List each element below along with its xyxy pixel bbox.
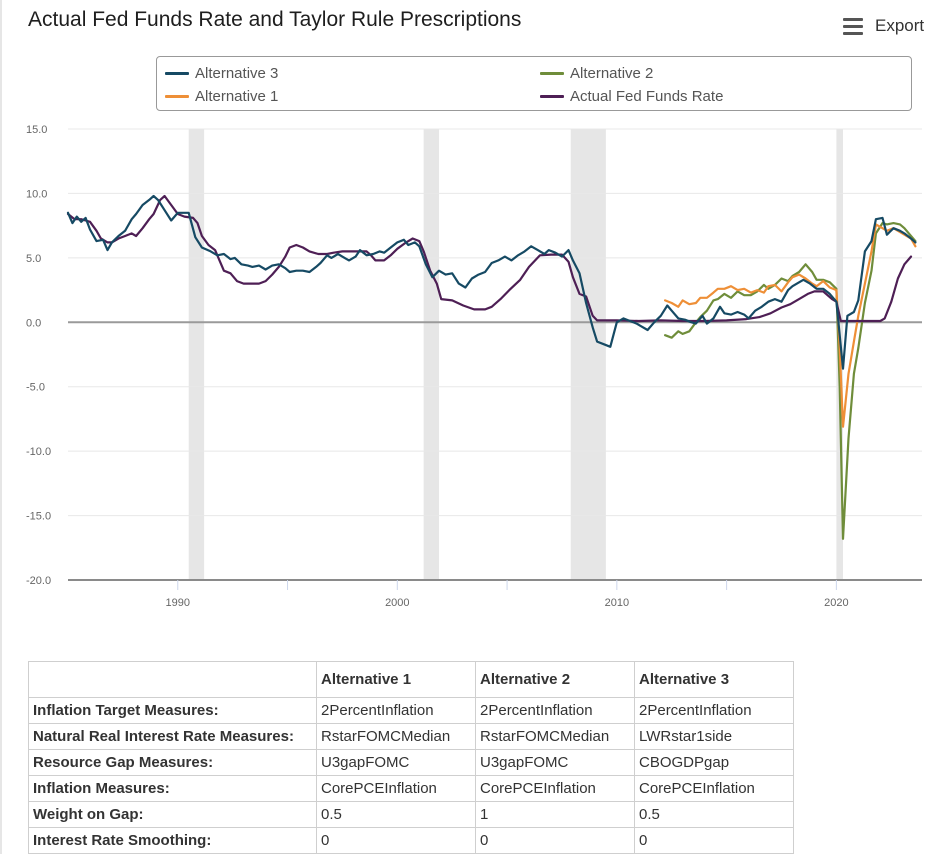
x-tick-label: 2000 xyxy=(385,597,409,609)
recession-band xyxy=(570,129,606,580)
table-cell: 0 xyxy=(634,827,794,854)
y-tick-label: -15.0 xyxy=(26,511,51,523)
table-cell: 2PercentInflation xyxy=(475,697,635,724)
table-row: Interest Rate Smoothing: 0 0 0 xyxy=(28,827,794,854)
series-line-actual-fed-funds-rate xyxy=(66,194,913,323)
parameters-table: Alternative 1 Alternative 2 Alternative … xyxy=(28,661,794,854)
y-tick-label: 5.0 xyxy=(26,253,41,265)
menu-icon[interactable] xyxy=(843,17,863,35)
legend-item-alternative-3[interactable]: Alternative 3 xyxy=(165,65,278,82)
table-cell: U3gapFOMC xyxy=(475,749,635,776)
table-cell: LWRstar1side xyxy=(634,723,794,750)
table-cell: CorePCEInflation xyxy=(634,775,794,802)
y-tick-label: 0.0 xyxy=(26,317,41,329)
table-row-label: Inflation Measures: xyxy=(28,775,317,802)
series-line-alternative-2 xyxy=(664,222,917,540)
table-row: Inflation Target Measures: 2PercentInfla… xyxy=(28,697,794,724)
table-cell: 0.5 xyxy=(634,801,794,828)
series-line-alternative-1 xyxy=(664,223,917,428)
legend-label: Actual Fed Funds Rate xyxy=(570,88,724,105)
x-tick-label: 2020 xyxy=(824,597,848,609)
export-label[interactable]: Export xyxy=(875,16,925,35)
legend-label: Alternative 3 xyxy=(195,65,279,82)
table-cell: CBOGDPgap xyxy=(634,749,794,776)
table-header-cell: Alternative 2 xyxy=(475,661,635,698)
table-row: Resource Gap Measures: U3gapFOMC U3gapFO… xyxy=(28,749,794,776)
export-button[interactable]: Export xyxy=(843,16,924,36)
legend-label: Alternative 1 xyxy=(195,88,279,105)
y-tick-label: 10.0 xyxy=(26,188,47,200)
y-tick-label: -20.0 xyxy=(26,575,51,587)
table-cell: 0 xyxy=(316,827,476,854)
table-row-label: Natural Real Interest Rate Measures: xyxy=(28,723,317,750)
y-tick-label: -5.0 xyxy=(26,382,45,394)
table-cell: 2PercentInflation xyxy=(634,697,794,724)
table-cell: 1 xyxy=(475,801,635,828)
table-cell: 0 xyxy=(475,827,635,854)
table-header-cell: Alternative 1 xyxy=(316,661,476,698)
x-tick-label: 2010 xyxy=(605,597,629,609)
table-cell: RstarFOMCMedian xyxy=(475,723,635,750)
chart-plot: 15.0 10.0 5.0 0.0 -5.0 -10.0 -15.0 -20.0 1990 200… xyxy=(26,124,922,609)
table-row-label: Resource Gap Measures: xyxy=(28,749,317,776)
y-tick-label: 15.0 xyxy=(26,124,47,136)
legend-item-alternative-2[interactable]: Alternative 2 xyxy=(540,65,653,82)
y-tick-label: -10.0 xyxy=(26,446,51,458)
table-row-label: Weight on Gap: xyxy=(28,801,317,828)
legend-swatch xyxy=(540,95,564,98)
legend-swatch xyxy=(165,95,189,98)
x-tick-label: 1990 xyxy=(166,597,190,609)
left-border xyxy=(0,0,2,854)
table-header-row: Alternative 1 Alternative 2 Alternative … xyxy=(28,661,794,698)
legend-label: Alternative 2 xyxy=(570,65,654,82)
recession-band xyxy=(423,129,440,580)
series-line-alternative-3 xyxy=(66,194,917,370)
legend-swatch xyxy=(165,72,189,75)
table-row: Natural Real Interest Rate Measures: Rst… xyxy=(28,723,794,750)
table-cell: 0.5 xyxy=(316,801,476,828)
table-header-cell xyxy=(28,661,317,698)
table-row-label: Interest Rate Smoothing: xyxy=(28,827,317,854)
table-row-label: Inflation Target Measures: xyxy=(28,697,317,724)
table-cell: RstarFOMCMedian xyxy=(316,723,476,750)
legend-item-alternative-1[interactable]: Alternative 1 xyxy=(165,88,278,105)
chart-title: Actual Fed Funds Rate and Taylor Rule Pr… xyxy=(28,8,522,31)
legend-item-actual-fed-funds-rate[interactable]: Actual Fed Funds Rate xyxy=(540,88,723,105)
table-row: Weight on Gap: 0.5 1 0.5 xyxy=(28,801,794,828)
table-row: Inflation Measures: CorePCEInflation Cor… xyxy=(28,775,794,802)
legend-swatch xyxy=(540,72,564,75)
chart-legend: Alternative 3 Alternative 2 Alternative … xyxy=(156,56,912,111)
table-header-cell: Alternative 3 xyxy=(634,661,794,698)
recession-band xyxy=(188,129,205,580)
table-cell: 2PercentInflation xyxy=(316,697,476,724)
table-cell: CorePCEInflation xyxy=(316,775,476,802)
table-cell: U3gapFOMC xyxy=(316,749,476,776)
table-cell: CorePCEInflation xyxy=(475,775,635,802)
